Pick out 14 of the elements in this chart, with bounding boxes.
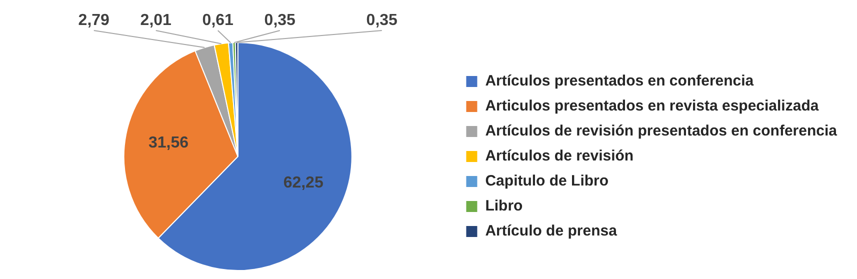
data-label: 0,35 [366,12,398,29]
data-label: 2,79 [78,12,110,29]
data-label: 2,01 [140,12,172,29]
legend-label: Articulos presentados en revista especializada [485,98,820,115]
data-label: 62,25 [283,174,324,192]
data-label: 31,56 [148,134,189,152]
legend-label: Artículos de revisión [485,148,634,165]
data-label: 0,35 [264,12,296,29]
legend-label: Artículo de prensa [485,222,618,240]
data-label: 0,61 [202,12,234,29]
legend-label: Artículos presentados en conferencia [485,72,754,90]
legend-label: Capitulo de Libro [485,172,609,190]
legend-label: Artículos de revisión presentados en conferencia [485,122,838,140]
legend-label: Libro [485,198,523,215]
